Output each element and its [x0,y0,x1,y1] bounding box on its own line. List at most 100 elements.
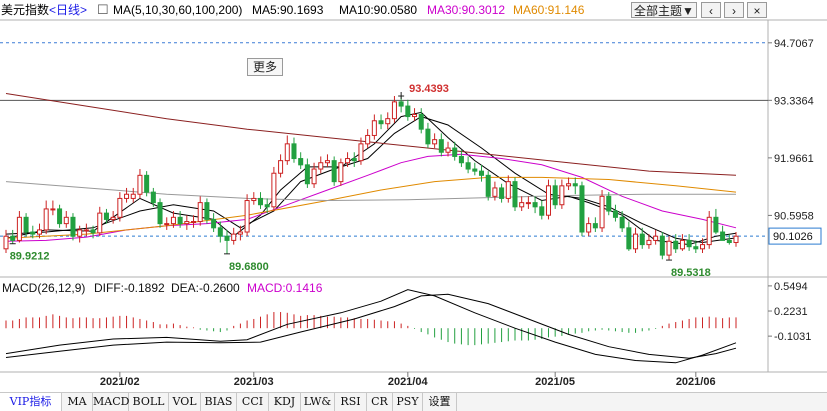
candle-body [191,221,197,224]
candle-body [693,246,699,250]
candle-body [204,202,210,220]
candle-body [700,244,706,250]
candle-body [237,231,243,235]
candle-body [679,239,685,250]
candle-body [16,216,22,241]
more-button[interactable]: 更多 [247,58,283,76]
candle-body [358,143,364,162]
tab-1[interactable]: MA [62,393,93,411]
tab-3[interactable]: BOLL [129,393,169,411]
candle-body [579,185,585,233]
chevron-right-icon: › [732,4,736,18]
candle-body [478,170,485,176]
candle-body [257,197,264,206]
candle-body [63,216,69,225]
next-button[interactable]: › [724,2,744,18]
candle-body [559,185,565,206]
candle-body [686,239,692,248]
candle-body [445,147,451,153]
tab-2[interactable]: MACD [93,393,129,411]
y-tick-label: 94.7067 [774,38,814,50]
candle-body [365,134,371,145]
candle-body [606,195,612,212]
candle-body [385,118,391,125]
candle-body [345,158,351,164]
tab-10[interactable]: CR [367,393,393,411]
tab-9[interactable]: RSI [335,393,367,411]
macd-header-text: DEA:-0.2600 [171,281,240,295]
candle-body [291,143,297,160]
candle-body [117,197,123,218]
candle-body [331,160,337,183]
ma30-value: MA30:90.3012 [427,3,506,17]
candle-body [103,212,109,220]
candle-body [666,240,672,256]
tab-7[interactable]: KDJ [269,393,301,411]
candle-body [452,147,458,157]
candle-body [217,227,223,237]
candle-body [231,233,237,241]
candle-body [23,216,29,233]
candle-body [170,216,176,225]
candle-body [405,105,411,118]
candle-body [318,162,324,170]
macd-header-text: DIFF:-0.1892 [94,281,165,295]
candle-body [472,168,478,172]
candle-body [157,202,163,225]
candle-body [184,221,190,225]
candle-body [150,191,156,204]
candle-body [619,216,625,229]
tab-5[interactable]: BIAS [201,393,237,411]
candle-body [418,113,424,130]
prev-button[interactable]: ‹ [701,2,721,18]
candle-body [110,216,116,220]
candle-body [43,208,49,231]
candle-body [572,183,578,187]
ma-line-ma10 [5,116,737,244]
candle-body [371,120,377,136]
tab-0[interactable]: VIP指标 [0,393,62,411]
close-button[interactable]: × [747,2,767,18]
candle-body [639,233,645,246]
ma-params: MA(5,10,30,60,100,200) [113,3,243,17]
candle-body [30,231,36,235]
x-tick-label: 2021/02 [100,376,140,388]
candle-body [505,181,511,199]
candle-body [519,202,525,208]
tab-6[interactable]: CCI [237,393,269,411]
tab-8[interactable]: LW& [301,393,335,411]
candle-body [244,200,250,233]
candle-body [599,195,605,229]
dea-line [5,293,737,359]
macd-header-text: MACD:0.1416 [247,281,323,295]
tab-4[interactable]: VOL [169,393,201,411]
candle-body [144,174,150,193]
candle-body [70,216,76,237]
theme-dropdown[interactable]: 全部主题▼ [631,2,697,18]
tab-12[interactable]: 设置 [423,393,457,411]
candle-body [83,229,89,232]
chart-header: 美元指数 <日线> ☐ MA(5,10,30,60,100,200) MA5:9… [0,0,827,20]
candle-body [324,160,330,164]
candle-body [586,223,592,233]
extreme-label: 89.6800 [229,261,269,273]
candle-body [284,143,290,162]
candle-body [492,187,498,197]
candle-body [264,204,270,208]
y-tick-label: 93.3364 [774,95,814,107]
macd-y-tick-label: 0.5494 [774,281,808,293]
candle-body [499,187,505,199]
candle-body [412,113,418,118]
candle-body [164,223,170,226]
candle-body [458,155,464,164]
period-selector[interactable]: <日线> [49,3,88,17]
candle-body [224,235,230,241]
tab-11[interactable]: PSY [393,393,423,411]
y-tick-label: 90.5958 [774,210,814,222]
candle-body [545,185,551,216]
extreme-label: 89.9212 [10,251,50,263]
candle-body [720,231,726,241]
instrument-title: 美元指数 [1,3,50,17]
candle-body [525,202,531,205]
settings-box-icon[interactable]: ☐ [97,2,109,17]
